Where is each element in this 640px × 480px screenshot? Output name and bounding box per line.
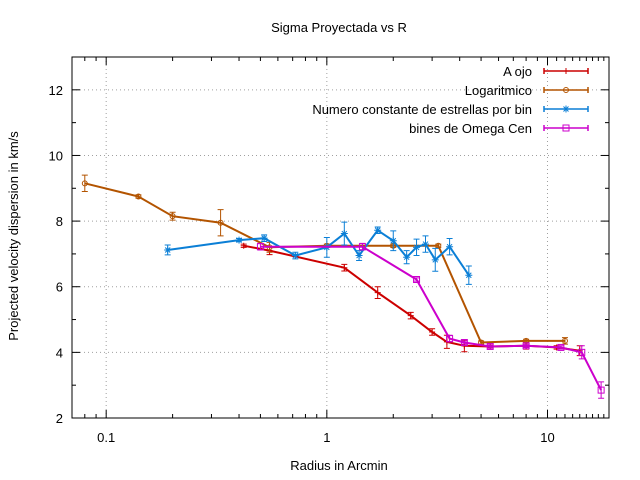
x-tick-label: 1 [323, 430, 330, 445]
star-marker [340, 230, 348, 238]
y-tick-label: 8 [56, 214, 63, 229]
legend-entry: Logaritmico [465, 83, 589, 98]
square-marker [460, 339, 468, 347]
circle-marker [435, 242, 442, 249]
series-1 [240, 242, 583, 357]
star-marker [164, 246, 172, 254]
error-bar [557, 345, 564, 350]
error-bar [217, 209, 224, 237]
star-marker [465, 271, 473, 279]
legend-label: bines de Omega Cen [409, 121, 532, 136]
square-marker [578, 348, 586, 356]
error-bar [523, 343, 530, 348]
series-2 [81, 174, 568, 346]
y-tick-label: 4 [56, 345, 63, 360]
error-bar [598, 381, 605, 399]
star-marker [260, 234, 268, 242]
plus-marker [240, 242, 247, 249]
series-4 [256, 242, 605, 399]
circle-marker [169, 213, 176, 220]
star-marker [422, 240, 430, 248]
y-tick-label: 6 [56, 280, 63, 295]
star-marker [562, 105, 570, 113]
error-bar [413, 277, 420, 282]
error-bar [578, 345, 585, 360]
x-axis-label: Radius in Arcmin [290, 458, 388, 473]
legend-entry: Numero constante de estrellas por bin [312, 102, 589, 117]
plot-frame [71, 56, 610, 419]
plus-marker [341, 264, 348, 271]
star-marker [431, 256, 439, 264]
legend-label: A ojo [503, 64, 532, 79]
axis-ticks: 2 4 6 8 10 12 0.1 1 10 [49, 57, 610, 445]
y-tick-label: 2 [56, 411, 63, 426]
square-marker [562, 124, 570, 132]
y-tick-label: 12 [49, 83, 63, 98]
square-marker [597, 386, 605, 394]
error-bar [81, 174, 88, 193]
square-marker [358, 243, 366, 251]
circle-marker [135, 193, 142, 200]
square-marker [557, 343, 565, 351]
legend-swatch [543, 125, 589, 131]
series-3 [164, 221, 473, 285]
star-marker [446, 243, 454, 251]
plus-marker [429, 329, 436, 336]
x-tick-label: 10 [540, 430, 554, 445]
circle-marker [523, 337, 530, 344]
plus-marker [563, 68, 569, 74]
legend-entry: A ojo [503, 64, 589, 79]
star-marker [355, 252, 363, 260]
square-marker [446, 335, 454, 343]
star-marker [374, 226, 382, 234]
square-marker [522, 342, 530, 350]
series-line [243, 244, 580, 352]
error-bar [461, 340, 468, 345]
plus-marker [374, 289, 381, 296]
circle-marker [217, 219, 224, 226]
circle-marker [563, 87, 569, 93]
star-marker [291, 252, 299, 260]
circle-marker [561, 337, 568, 344]
y-tick-label: 10 [49, 148, 63, 163]
circle-marker [81, 180, 88, 187]
series-group [81, 174, 605, 399]
star-marker [403, 253, 411, 261]
square-marker [413, 276, 421, 284]
x-tick-label: 0.1 [97, 430, 115, 445]
legend-label: Numero constante de estrellas por bin [312, 102, 532, 117]
square-marker [486, 342, 494, 350]
y-axis-label: Projected velocity dispersion in km/s [6, 131, 21, 341]
plus-marker [407, 312, 414, 319]
chart-title: Sigma Proyectada vs R [271, 20, 407, 35]
star-marker [389, 237, 397, 245]
series-line [260, 245, 602, 391]
error-bar [487, 344, 494, 349]
star-marker [235, 236, 243, 244]
star-marker [413, 243, 421, 251]
legend-entry: bines de Omega Cen [409, 121, 589, 136]
legend-label: Logaritmico [465, 83, 532, 98]
legend-swatch [543, 87, 589, 93]
square-marker [256, 243, 264, 251]
legend: A ojo Logaritmico Numero constante de estr… [312, 64, 589, 136]
